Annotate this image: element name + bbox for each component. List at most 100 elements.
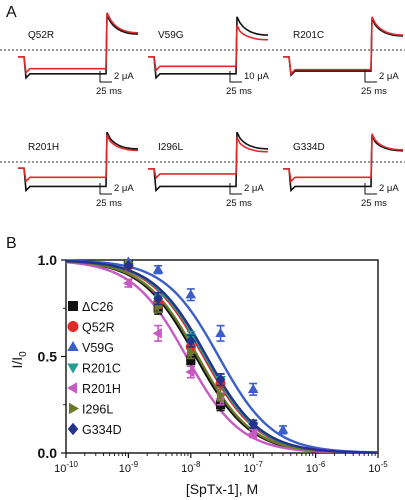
current-scale-label: 10 μA [244, 71, 270, 82]
x-tick-label: 10-9 [119, 460, 139, 475]
trace-cell-5: G334D 2 μA 25 ms [283, 133, 404, 209]
mutant-label: G334D [293, 142, 325, 153]
toxin-trace [148, 24, 269, 73]
mutant-label: R201H [28, 142, 59, 153]
mutant-label: Q52R [28, 30, 54, 41]
x-tick-label: 10-6 [306, 460, 326, 475]
panel-b-chart: B 10-10 10-9 10-8 10-7 10-6 10-50.00.51.0[SpT… [6, 235, 388, 497]
toxin-trace [18, 134, 139, 183]
time-scale-label: 25 ms [96, 86, 122, 97]
legend-label: R201H [82, 382, 121, 396]
x-tick-base: 10 [368, 463, 380, 475]
x-tick-label: 10-5 [368, 460, 388, 475]
scale-bar [364, 183, 377, 195]
y-axis-title-sub: 0 [18, 351, 29, 357]
legend-label: G334D [82, 423, 122, 437]
scale-bar [99, 71, 112, 83]
legend-label: Q52R [82, 321, 115, 335]
legend-item: R201H [67, 382, 121, 396]
panel-a-traces: A Q52R 2 μA 25 ms V59G 10 μA 25 ms R201C 2 μA 25… [0, 4, 405, 209]
legend-item: R201C [67, 362, 121, 376]
current-scale-label: 2 μA [244, 183, 264, 194]
legend-item: I296L [69, 403, 113, 417]
current-scale-label: 2 μA [114, 71, 134, 82]
trace-cell-1: V59G 10 μA 25 ms [148, 16, 270, 97]
y-tick-label: 0.5 [38, 349, 58, 365]
legend-item: ΔC26 [68, 300, 113, 314]
x-tick-base: 10 [119, 463, 131, 475]
control-trace [283, 135, 404, 193]
scale-bar [229, 71, 242, 83]
x-tick-base: 10 [54, 463, 66, 475]
data-point [186, 355, 196, 365]
panel-a-letter: A [6, 4, 17, 21]
control-trace [18, 14, 139, 80]
data-point [248, 418, 259, 430]
legend-label: R201C [82, 362, 121, 376]
trace-cell-3: R201H 2 μA 25 ms [18, 131, 139, 209]
data-point [185, 366, 195, 378]
mutant-label: I296L [158, 142, 183, 153]
data-point [215, 373, 226, 386]
toxin-trace [283, 16, 404, 76]
legend-marker [68, 301, 78, 311]
toxin-trace [283, 133, 404, 183]
mutant-label: R201C [293, 30, 324, 41]
x-tick-exponent: -8 [193, 460, 201, 469]
legend-marker [67, 363, 79, 374]
legend-item: Q52R [67, 321, 115, 335]
y-tick-label: 0.0 [38, 445, 58, 461]
legend-label: I296L [82, 403, 113, 417]
panel-b-letter: B [6, 235, 17, 252]
scale-bar [99, 183, 112, 195]
x-tick-label: 10-7 [244, 460, 264, 475]
current-scale-label: 2 μA [379, 183, 399, 194]
mutant-label: V59G [158, 30, 184, 41]
legend-marker [67, 382, 77, 394]
control-trace [148, 16, 269, 80]
data-point [185, 335, 196, 347]
x-tick-label: 10-8 [181, 460, 201, 475]
data-point [123, 260, 134, 272]
data-point [277, 424, 289, 434]
trace-cell-2: R201C 2 μA 25 ms [283, 16, 404, 97]
current-scale-label: 2 μA [379, 71, 399, 82]
x-tick-exponent: -6 [318, 460, 326, 469]
data-point [187, 347, 197, 358]
legend-marker [67, 321, 79, 332]
control-trace [283, 18, 404, 77]
x-tick-base: 10 [181, 463, 193, 475]
toxin-trace [148, 136, 269, 180]
data-point [122, 277, 133, 289]
data-point [185, 289, 197, 299]
time-scale-label: 25 ms [226, 86, 252, 97]
data-point [247, 383, 259, 393]
x-tick-base: 10 [244, 463, 256, 475]
time-scale-label: 25 ms [226, 198, 252, 209]
y-tick-label: 1.0 [38, 252, 58, 268]
data-point [153, 292, 164, 305]
legend: ΔC26 Q52R V59G R201C R201H I296L G334D [67, 300, 122, 437]
legend-label: ΔC26 [82, 300, 113, 314]
x-axis-title: [SpTx-1], M [186, 481, 258, 497]
legend-marker [67, 341, 79, 351]
scale-bar [364, 71, 377, 83]
legend-marker [69, 402, 79, 415]
y-axis-title-main: I/I [9, 357, 25, 369]
control-trace [148, 131, 269, 193]
time-scale-label: 25 ms [361, 86, 387, 97]
data-point [215, 327, 226, 338]
time-scale-label: 25 ms [361, 198, 387, 209]
x-tick-exponent: -5 [381, 460, 389, 469]
fit-curve [66, 259, 378, 453]
data-point [152, 264, 164, 274]
legend-item: V59G [67, 341, 114, 355]
x-tick-exponent: -7 [256, 460, 264, 469]
legend-marker [67, 422, 79, 436]
control-trace [18, 131, 139, 193]
legend-item: G334D [67, 422, 122, 437]
toxin-trace [18, 12, 139, 75]
x-tick-base: 10 [306, 463, 318, 475]
x-tick-exponent: -10 [66, 460, 78, 469]
